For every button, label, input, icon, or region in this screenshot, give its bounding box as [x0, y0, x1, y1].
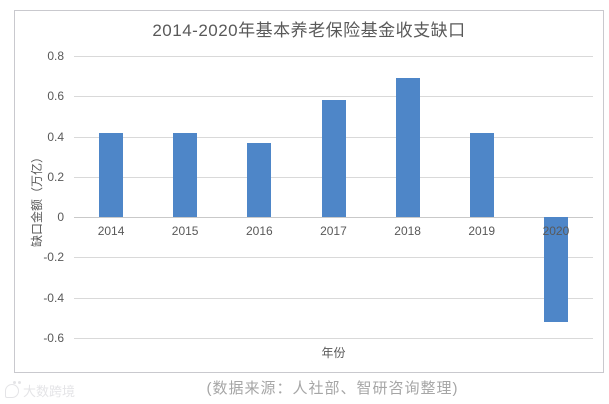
y-tick-label: 0.4	[47, 129, 64, 144]
x-tick-label-2017: 2017	[320, 224, 347, 239]
chart-title: 2014-2020年基本养老保险基金收支缺口	[152, 21, 466, 40]
pension-gap-bar-chart: 2014-2020年基本养老保险基金收支缺口 缺口金额（万亿） 2014 2015…	[14, 10, 604, 373]
watermark-text: 大数跨境	[23, 384, 76, 399]
bar-2018	[395, 78, 420, 218]
bar-2016	[247, 142, 272, 218]
x-tick-label-2015: 2015	[171, 224, 199, 239]
x-axis-title: 年份	[321, 346, 346, 360]
y-tick-label: -0.2	[43, 250, 64, 265]
source-note: (数据来源：人社部、智研咨询整理)	[206, 380, 459, 397]
plot-area: 2014 2015 2016 2017 2018 2019 2020	[74, 56, 593, 339]
gridline	[74, 96, 593, 98]
x-tick-label-2014: 2014	[97, 224, 125, 239]
bar-2020	[543, 217, 568, 322]
x-tick-label-2019: 2019	[468, 224, 496, 239]
bar-2017	[321, 100, 346, 218]
y-tick-label: 0	[57, 210, 64, 225]
y-tick-label: 0.2	[47, 169, 64, 184]
bar-2014	[99, 132, 124, 218]
x-tick-label-2016: 2016	[245, 224, 273, 239]
watermark-logo-icon	[5, 380, 19, 398]
gridline	[74, 338, 593, 339]
x-tick-label-2020: 2020	[542, 224, 570, 239]
gridline	[74, 297, 593, 299]
watermark: 大数跨境	[5, 380, 76, 400]
bar-2015	[173, 132, 198, 218]
gridline	[74, 257, 593, 259]
y-tick-label: -0.6	[43, 331, 64, 345]
bar-2019	[469, 132, 494, 218]
x-tick-label-2018: 2018	[394, 224, 421, 239]
y-tick-label: 0.8	[47, 49, 64, 63]
y-tick-label: -0.4	[43, 290, 64, 305]
y-tick-label: 0.6	[47, 89, 64, 104]
x-axis-zero-line	[74, 217, 593, 219]
gridline	[74, 56, 593, 57]
y-axis-title: 缺口金额（万亿）	[30, 151, 44, 248]
